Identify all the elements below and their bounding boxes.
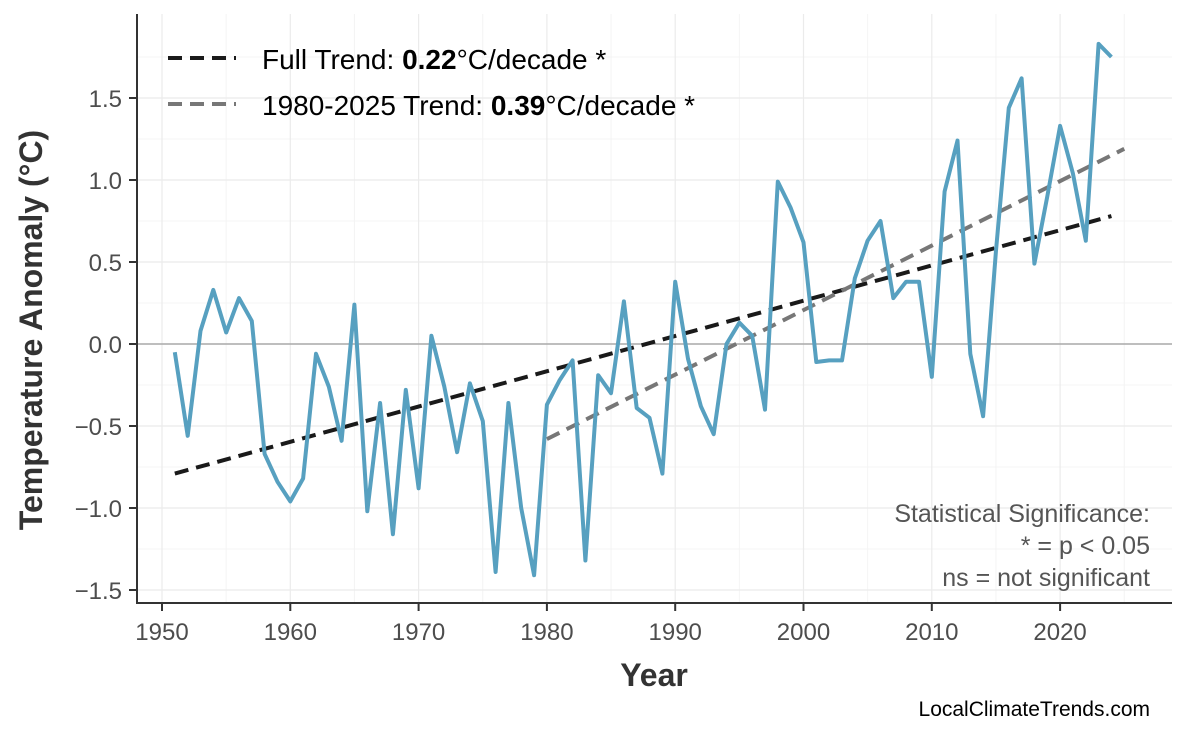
y-tick-label: 0.0 xyxy=(89,332,122,359)
y-tick-label: 1.0 xyxy=(89,168,122,195)
y-ticks: −1.5 −1.0 −0.5 0.0 0.5 1.0 1.5 xyxy=(75,86,137,605)
y-tick-label: 0.5 xyxy=(89,250,122,277)
x-tick-label: 2020 xyxy=(1033,619,1086,646)
x-axis-label: Year xyxy=(620,657,688,693)
x-tick-label: 2000 xyxy=(777,619,830,646)
x-tick-label: 1960 xyxy=(264,619,317,646)
source-caption: LocalClimateTrends.com xyxy=(919,698,1150,721)
x-ticks: 1950 1960 1970 1980 1990 2000 2010 2020 xyxy=(135,603,1087,646)
annotation-line-3: ns = not significant xyxy=(942,564,1150,592)
grid xyxy=(137,14,1172,603)
annotation-line-1: Statistical Significance: xyxy=(894,500,1150,528)
y-axis-label: Temperature Anomaly (°C) xyxy=(13,130,49,530)
anomaly-points xyxy=(174,43,1112,576)
y-tick-label: 1.5 xyxy=(89,86,122,113)
full-trend-line xyxy=(174,214,1112,476)
significance-annotation: Statistical Significance: * = p < 0.05 n… xyxy=(894,500,1150,592)
x-tick-label: 1970 xyxy=(392,619,445,646)
y-tick-label: −1.5 xyxy=(75,578,122,605)
x-tick-label: 1980 xyxy=(520,619,573,646)
x-tick-label: 1990 xyxy=(649,619,702,646)
legend-recent-trend-label: 1980-2025 Trend: 0.39°C/decade * xyxy=(262,90,695,121)
legend-full-trend-label: Full Trend: 0.22°C/decade * xyxy=(262,44,606,75)
annotation-line-2: * = p < 0.05 xyxy=(1021,532,1150,560)
y-tick-label: −0.5 xyxy=(75,414,122,441)
x-tick-label: 2010 xyxy=(905,619,958,646)
x-tick-label: 1950 xyxy=(135,619,188,646)
legend: Full Trend: 0.22°C/decade * 1980-2025 Tr… xyxy=(168,44,695,121)
anomaly-series-line xyxy=(172,41,1113,578)
y-tick-label: −1.0 xyxy=(75,496,122,523)
